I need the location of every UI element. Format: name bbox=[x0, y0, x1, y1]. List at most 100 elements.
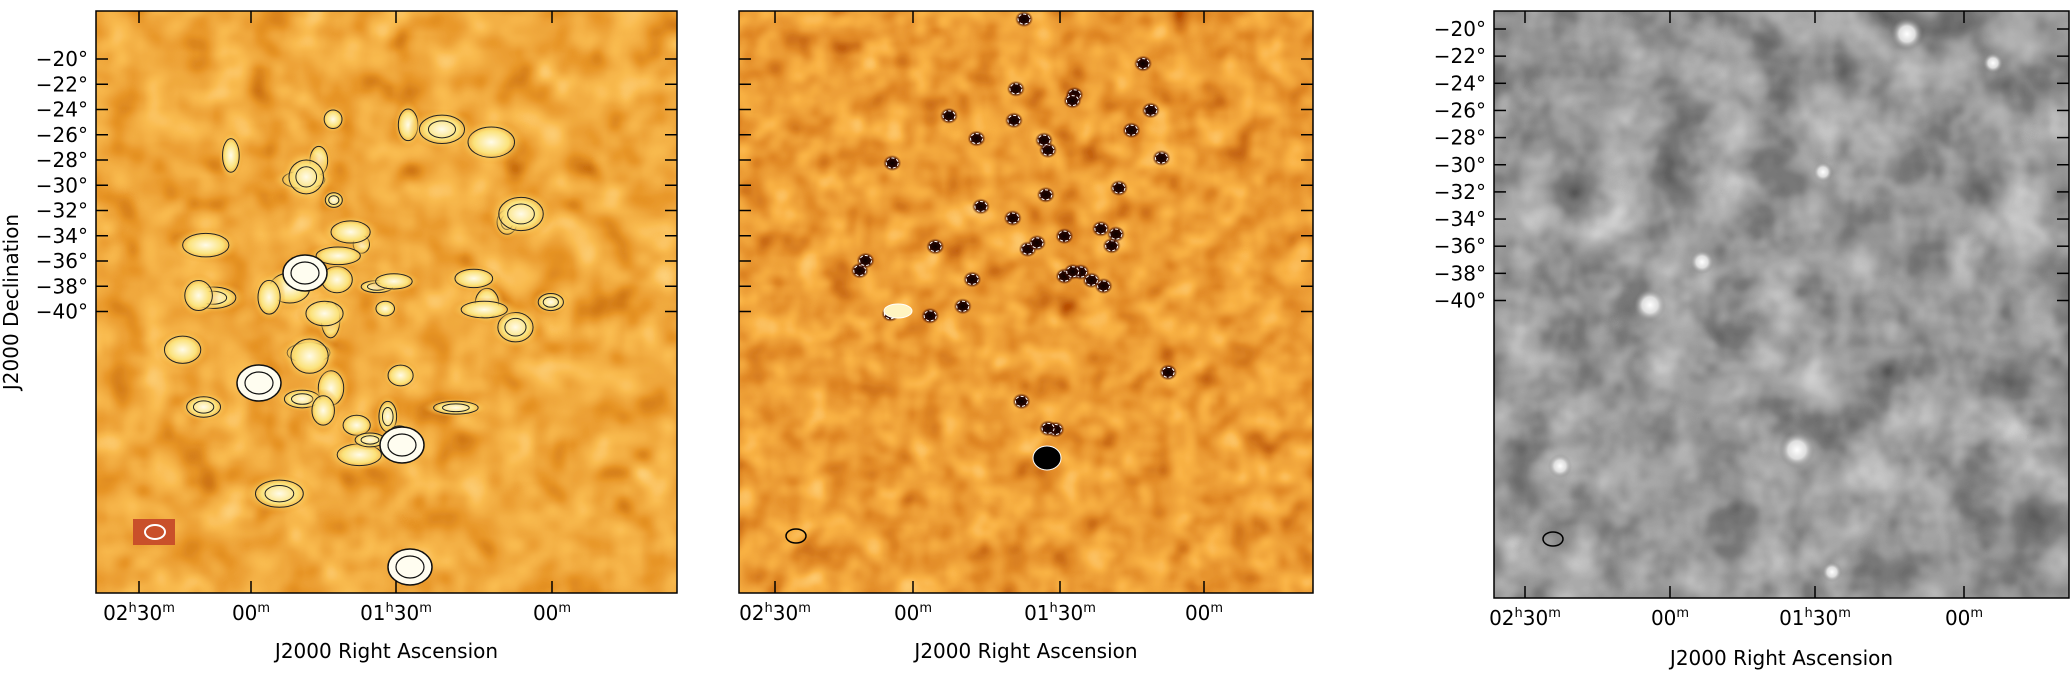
ra-tick-part: 00 bbox=[1945, 606, 1970, 630]
ra-tick-label: 00m bbox=[894, 601, 932, 625]
negative-source bbox=[1152, 149, 1171, 166]
contour bbox=[542, 296, 559, 308]
ra-tick-label: 01h30m bbox=[1779, 606, 1851, 630]
negative-source bbox=[1034, 132, 1053, 149]
beam bbox=[1542, 531, 1564, 547]
source bbox=[487, 189, 555, 239]
sky-image bbox=[739, 11, 1313, 593]
ra-tick-part: 30 bbox=[394, 601, 419, 625]
negative-source bbox=[1063, 263, 1082, 280]
contour bbox=[1030, 237, 1044, 249]
dec-tick-label: −20° bbox=[1434, 17, 1486, 41]
bright-source bbox=[387, 548, 433, 586]
contour bbox=[184, 280, 213, 312]
contour bbox=[324, 192, 343, 208]
beam bbox=[785, 528, 807, 544]
contour bbox=[1085, 274, 1099, 286]
source bbox=[445, 264, 503, 293]
ra-tick-part: m bbox=[419, 601, 432, 616]
source bbox=[178, 391, 230, 423]
source bbox=[218, 130, 244, 181]
contour bbox=[1109, 228, 1123, 240]
source bbox=[422, 398, 490, 418]
contour bbox=[288, 159, 324, 195]
source bbox=[281, 330, 338, 382]
ra-tick-part: h bbox=[386, 601, 394, 616]
ra-tick-part: m bbox=[1676, 606, 1689, 621]
ra-tick-part: m bbox=[919, 601, 932, 616]
bright-source bbox=[1813, 162, 1833, 182]
negative-source bbox=[1055, 228, 1074, 245]
source bbox=[381, 359, 420, 392]
contour bbox=[360, 435, 380, 445]
negative-source bbox=[1141, 102, 1160, 119]
contour bbox=[1094, 223, 1108, 235]
negative-source bbox=[1032, 445, 1062, 471]
contour bbox=[454, 268, 494, 289]
bright-source bbox=[1690, 250, 1714, 274]
contour bbox=[1039, 189, 1053, 201]
dec-tick-label: −24° bbox=[1434, 71, 1486, 95]
contour bbox=[295, 166, 318, 188]
ra-tick-part: 02 bbox=[739, 601, 764, 625]
dec-tick-label: −36° bbox=[1434, 234, 1486, 258]
frame bbox=[738, 10, 1314, 594]
bright-source bbox=[1634, 289, 1666, 321]
negative-source bbox=[1063, 92, 1082, 109]
dec-tick-label: −30° bbox=[1434, 153, 1486, 177]
source bbox=[319, 105, 347, 134]
ra-tick-part: m bbox=[257, 601, 270, 616]
contour bbox=[1066, 266, 1080, 278]
contour bbox=[257, 279, 281, 315]
negative-source bbox=[856, 252, 875, 269]
ra-tick-part: 30 bbox=[1523, 606, 1548, 630]
source bbox=[171, 227, 241, 263]
ra-tick-part: m bbox=[1548, 606, 1561, 621]
negative-source bbox=[921, 307, 940, 324]
ra-tick-label: 00m bbox=[1185, 601, 1223, 625]
negative-source bbox=[926, 238, 945, 255]
dec-tick-label: −28° bbox=[36, 148, 88, 172]
frame bbox=[1493, 10, 2070, 599]
source bbox=[177, 273, 220, 319]
bright-source bbox=[1983, 53, 2003, 73]
ra-tick-part: m bbox=[1210, 601, 1223, 616]
contour bbox=[1014, 395, 1028, 407]
contour bbox=[311, 395, 335, 426]
negative-source bbox=[1091, 220, 1110, 237]
contour bbox=[1037, 134, 1051, 146]
source bbox=[321, 215, 381, 249]
contour bbox=[387, 364, 414, 387]
bright-source bbox=[236, 364, 282, 402]
ra-tick-label: 00m bbox=[232, 601, 270, 625]
bright-source bbox=[883, 303, 913, 319]
contour bbox=[395, 555, 425, 579]
contour bbox=[1009, 83, 1023, 95]
ra-tick-part: 30 bbox=[1058, 601, 1083, 625]
beam bbox=[144, 524, 166, 540]
ra-tick-part: 00 bbox=[232, 601, 257, 625]
source bbox=[296, 295, 353, 332]
contour bbox=[264, 485, 295, 503]
negative-source bbox=[963, 271, 982, 288]
ra-tick-label: 02h30m bbox=[739, 601, 811, 625]
dec-tick-label: −40° bbox=[36, 300, 88, 324]
ra-tick-part: 30 bbox=[773, 601, 798, 625]
ra-tick-label: 02h30m bbox=[103, 601, 175, 625]
contour bbox=[1007, 114, 1021, 126]
ra-tick-part: h bbox=[129, 601, 137, 616]
ra-tick-part: m bbox=[1970, 606, 1983, 621]
bright-source bbox=[282, 254, 328, 292]
negative-source bbox=[967, 130, 986, 147]
contour bbox=[1065, 95, 1079, 107]
negative-source bbox=[1012, 393, 1031, 410]
dec-tick-label: −34° bbox=[1434, 207, 1486, 231]
dec-tick-label: −38° bbox=[1434, 261, 1486, 285]
dec-tick-label: −36° bbox=[36, 249, 88, 273]
contour bbox=[192, 400, 215, 414]
sky-image bbox=[1494, 11, 2069, 598]
ra-tick-part: 30 bbox=[137, 601, 162, 625]
contour bbox=[923, 310, 937, 322]
ra-tick-part: h bbox=[1050, 601, 1058, 616]
